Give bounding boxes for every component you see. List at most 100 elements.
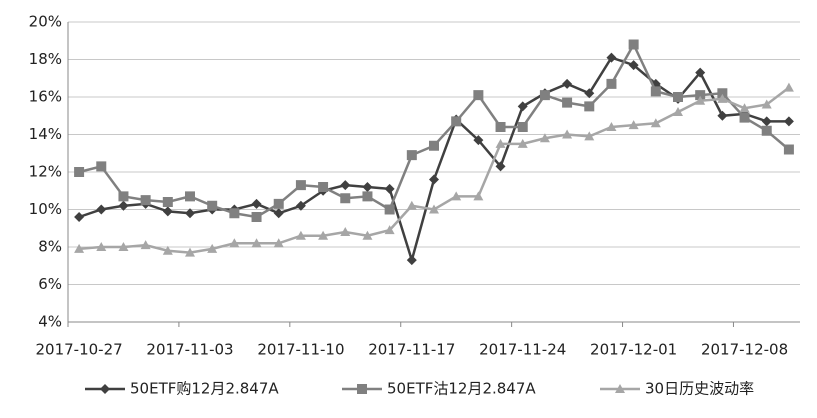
marker [695, 67, 706, 78]
marker [451, 191, 462, 201]
marker [429, 174, 439, 185]
marker [406, 150, 417, 161]
marker [96, 242, 107, 251]
marker [362, 230, 373, 240]
x-tick-label: 2017-11-10 [257, 341, 344, 359]
marker [207, 243, 218, 253]
marker [96, 204, 107, 215]
marker [207, 200, 218, 211]
marker [717, 93, 728, 103]
marker [495, 122, 506, 132]
marker [362, 191, 373, 202]
marker [562, 97, 573, 108]
marker [140, 240, 151, 250]
marker [96, 161, 107, 172]
marker [318, 230, 329, 240]
marker [673, 92, 683, 102]
marker [451, 116, 462, 127]
marker [406, 200, 417, 210]
marker [606, 78, 617, 89]
marker [362, 182, 373, 192]
marker [273, 208, 284, 219]
y-tick-label: 4% [38, 313, 62, 331]
marker [717, 110, 728, 121]
marker [473, 135, 484, 146]
x-tick-label: 2017-11-24 [479, 341, 566, 359]
legend-marker [100, 384, 110, 394]
x-tick-label: 2017-12-01 [590, 341, 677, 359]
marker [650, 118, 661, 128]
marker [695, 95, 706, 105]
marker [539, 133, 550, 143]
marker [340, 227, 351, 236]
marker [406, 255, 417, 266]
marker [185, 247, 195, 257]
marker [584, 88, 595, 99]
y-tick-label: 14% [29, 125, 62, 143]
marker [495, 138, 506, 148]
legend-marker [615, 384, 625, 393]
y-tick-label: 20% [29, 13, 62, 31]
y-tick-label: 16% [29, 88, 62, 106]
marker [473, 90, 484, 101]
x-tick-label: 2017-10-27 [35, 341, 122, 359]
series-line [78, 86, 790, 254]
marker [162, 245, 173, 255]
marker [162, 206, 173, 217]
marker [295, 230, 306, 240]
x-tick-label: 2017-11-17 [368, 341, 455, 359]
marker [606, 122, 617, 131]
marker [384, 225, 395, 235]
marker [783, 116, 794, 127]
marker [318, 182, 329, 192]
marker [340, 180, 351, 191]
marker [384, 204, 395, 215]
marker [118, 242, 129, 251]
marker [429, 140, 439, 151]
y-tick-label: 18% [29, 50, 62, 68]
marker [295, 180, 306, 191]
marker [539, 90, 550, 101]
marker [628, 60, 639, 71]
marker [628, 39, 639, 50]
y-tick-label: 6% [38, 275, 62, 293]
y-tick-label: 12% [29, 163, 62, 181]
series-line [78, 56, 789, 265]
legend-label: 50ETF购12月2.847A [130, 380, 279, 398]
marker [761, 125, 772, 136]
marker [118, 191, 129, 202]
x-tick-label: 2017-12-08 [701, 341, 788, 359]
marker [251, 198, 262, 209]
marker [783, 144, 794, 155]
marker [783, 82, 794, 92]
marker [761, 99, 772, 109]
marker [273, 238, 284, 248]
marker [118, 200, 129, 211]
marker [295, 200, 306, 211]
y-tick-label: 8% [38, 238, 62, 256]
legend-marker [357, 384, 367, 394]
marker [584, 131, 595, 141]
marker [562, 129, 573, 139]
marker [473, 191, 484, 201]
y-tick-label: 10% [29, 200, 62, 218]
marker [185, 191, 195, 202]
marker [140, 195, 151, 206]
marker [229, 208, 240, 219]
series-line [78, 41, 790, 219]
marker [74, 167, 85, 177]
x-tick-label: 2017-11-03 [146, 341, 233, 359]
marker [429, 204, 439, 214]
marker [162, 197, 173, 207]
marker [562, 78, 573, 89]
marker [584, 101, 595, 112]
marker [273, 198, 284, 209]
marker [761, 116, 772, 127]
legend-label: 30日历史波动率 [645, 380, 754, 398]
marker [650, 86, 661, 97]
marker [74, 243, 85, 253]
marker [517, 138, 528, 148]
marker [717, 88, 728, 99]
marker [517, 122, 528, 132]
